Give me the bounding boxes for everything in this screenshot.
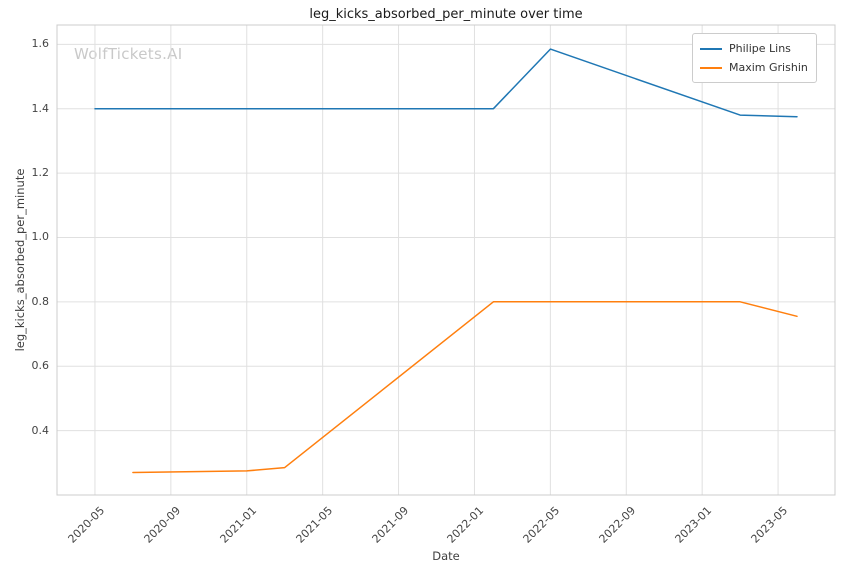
y-tick-label: 1.2 bbox=[31, 166, 50, 180]
legend-line-swatch bbox=[700, 47, 722, 50]
chart-title: leg_kicks_absorbed_per_minute over time bbox=[309, 7, 583, 22]
legend-line-swatch bbox=[700, 66, 722, 69]
legend: Philipe Lins Maxim Grishin bbox=[692, 33, 817, 83]
series-line-philipe-lins bbox=[94, 48, 798, 118]
x-axis-label: Date bbox=[432, 549, 460, 563]
series-line-maxim-grishin bbox=[132, 301, 798, 474]
y-tick-label: 1.4 bbox=[31, 101, 50, 115]
plot-border bbox=[56, 24, 836, 496]
y-tick-label: 1.0 bbox=[31, 230, 50, 244]
y-tick-label: 0.4 bbox=[31, 423, 50, 437]
legend-item: Philipe Lins bbox=[700, 39, 808, 58]
legend-label: Philipe Lins bbox=[729, 42, 791, 55]
legend-item: Maxim Grishin bbox=[700, 58, 808, 77]
legend-label: Maxim Grishin bbox=[729, 61, 808, 74]
y-tick-label: 0.6 bbox=[31, 359, 50, 373]
watermark: WolfTickets.AI bbox=[74, 45, 183, 63]
y-tick-label: 0.8 bbox=[31, 294, 50, 308]
y-tick-label: 1.6 bbox=[31, 37, 50, 51]
